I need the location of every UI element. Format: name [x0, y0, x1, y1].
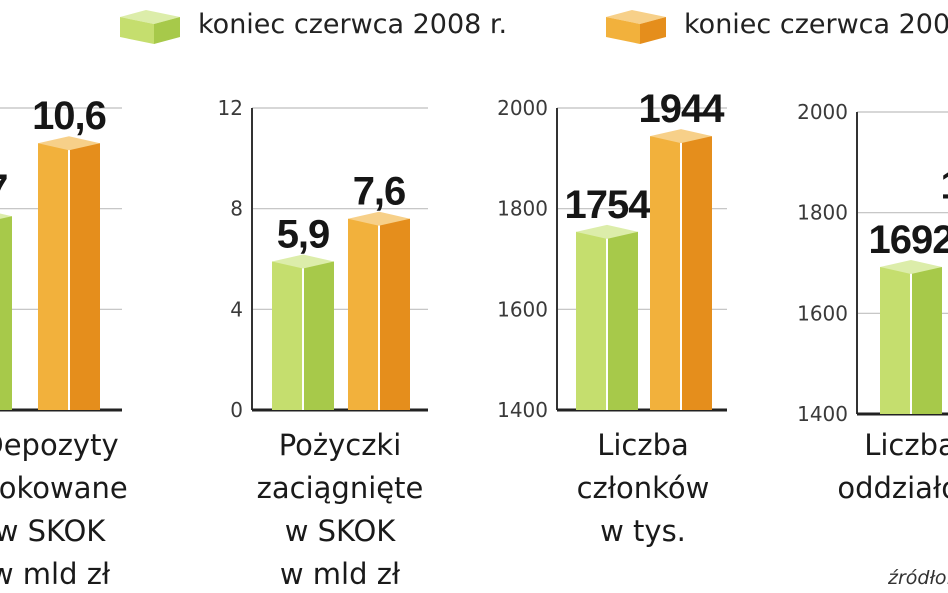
- value-label: 1944: [639, 87, 726, 131]
- y-tick-label: 1800: [497, 197, 548, 221]
- bar-front: [650, 136, 681, 411]
- y-tick-label: 0: [230, 398, 243, 422]
- y-tick-label: 12: [218, 96, 243, 120]
- bar-top: [880, 260, 942, 275]
- bar-front: [272, 261, 303, 410]
- value-label: 5,9: [277, 213, 330, 257]
- value-label: 7,6: [353, 170, 406, 214]
- chart-panel: 1400 1600 1800 2000 1692 1800 Liczba oddziałów: [797, 100, 948, 505]
- chart-caption-line: w mld zł: [280, 557, 401, 591]
- chart-caption-line: zaciągnięte: [257, 471, 424, 505]
- legend-swatch-top: [120, 10, 180, 24]
- y-tick-label: 1400: [497, 398, 548, 422]
- bar-top: [576, 224, 638, 239]
- bar-side: [681, 136, 712, 411]
- bar-side: [379, 218, 410, 410]
- bar-front: [880, 267, 911, 414]
- bar-top: [38, 136, 100, 151]
- legend-swatch-front: [606, 17, 640, 44]
- chart-caption-line: Depozyty: [0, 428, 119, 462]
- chart-panel: 0 4 8 12 5,9 7,6 Pożyczki zaciągnięte w SKOK w ml…: [218, 96, 428, 591]
- bar-top: [272, 254, 334, 269]
- chart-panel: 1400 1600 1800 2000 1754 1944 Liczba członków w …: [497, 87, 727, 548]
- y-tick-label: 2000: [797, 100, 848, 124]
- chart-caption-line: Liczba: [864, 428, 948, 462]
- bar: [650, 129, 712, 411]
- legend-swatch-side: [154, 17, 180, 44]
- chart-caption-line: w mld zł: [0, 557, 111, 591]
- chart-caption-line: oddziałów: [837, 471, 948, 505]
- source-note: źródło: KSKOK: [887, 567, 948, 589]
- chart-caption-line: członków: [577, 471, 710, 505]
- legend-swatch-front: [120, 17, 154, 44]
- value-label: 1692: [869, 218, 948, 262]
- value-label: 10,6: [32, 94, 106, 138]
- chart-caption-line: w SKOK: [0, 514, 106, 548]
- bar-side: [911, 267, 942, 414]
- bar-front: [576, 231, 607, 410]
- chart-caption-line: ulokowane: [0, 471, 128, 505]
- bar: [272, 254, 334, 410]
- value-label: 7,7: [0, 167, 7, 211]
- legend-item: koniec czerwca 2008 r.: [120, 9, 507, 44]
- chart-caption-line: w tys.: [600, 514, 686, 548]
- value-label: 1800: [941, 164, 948, 208]
- legend-label: koniec czerwca 2008 r.: [198, 9, 507, 40]
- bar-front: [348, 218, 379, 410]
- y-tick-label: 1400: [797, 402, 848, 426]
- chart-caption-line: w SKOK: [285, 514, 397, 548]
- bar-side: [69, 143, 100, 410]
- bar: [38, 136, 100, 410]
- y-tick-label: 4: [230, 297, 243, 321]
- y-tick-label: 1600: [797, 301, 848, 325]
- bar-top: [348, 211, 410, 226]
- y-tick-label: 1600: [497, 297, 548, 321]
- bar-front: [38, 143, 69, 410]
- legend-item: koniec czerwca 2009 r.: [606, 9, 948, 44]
- legend-swatch-side: [640, 17, 666, 44]
- bar-side: [0, 216, 12, 410]
- value-label: 1754: [565, 183, 652, 227]
- bar: [0, 213, 12, 410]
- chart-caption-line: Pożyczki: [279, 428, 402, 462]
- chart-caption-line: Liczba: [597, 428, 689, 462]
- bar-side: [607, 231, 638, 410]
- legend-label: koniec czerwca 2009 r.: [684, 9, 948, 40]
- legend-swatch-top: [606, 10, 666, 24]
- bar-side: [303, 261, 334, 410]
- bar-top: [650, 129, 712, 144]
- bar: [348, 211, 410, 410]
- bar-top: [0, 213, 12, 219]
- y-tick-label: 2000: [497, 96, 548, 120]
- y-tick-label: 1800: [797, 201, 848, 225]
- y-tick-label: 8: [230, 197, 243, 221]
- bar: [576, 224, 638, 410]
- chart-panel: 7,7 10,6 Depozyty ulokowane w SKOK w mld zł: [0, 94, 128, 591]
- bar: [880, 260, 942, 414]
